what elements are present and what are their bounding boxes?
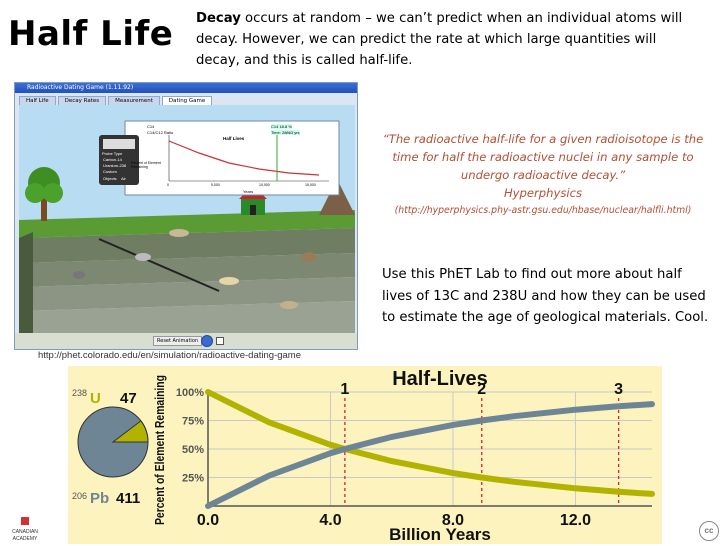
quote-attribution: Hyperphysics <box>503 186 583 200</box>
sim-graph-title: Half Lives <box>223 136 245 141</box>
series-line-0 <box>205 389 655 497</box>
sim-reset-button[interactable]: Reset Animation <box>153 336 203 346</box>
pie-slice-u <box>111 420 149 443</box>
pie-u-value: 47 <box>120 390 137 407</box>
half-life-marker-label: 1 <box>340 381 349 398</box>
pie-pb-mass: 206 <box>72 491 87 501</box>
y-tick-label: 25% <box>182 473 204 485</box>
sim-objects-label[interactable]: Objects <box>103 176 117 181</box>
sim-probe-panel-title: Probe Type <box>102 151 123 156</box>
x-tick-label: 12.0 <box>560 512 591 529</box>
logo-text-1: CANADIAN <box>12 529 38 535</box>
y-tick-label: 100% <box>176 387 204 399</box>
intro-text: occurs at random – we can’t predict when… <box>196 11 683 68</box>
quote-source: (http://hyperphysics.phy-astr.gsu.edu/hb… <box>394 205 692 216</box>
sim-window-title: Radioactive Dating Game (1.11.92) <box>15 83 357 93</box>
intro-keyword: Decay <box>196 11 241 26</box>
pie-pb-symbol: Pb <box>90 490 109 507</box>
sim-graph-xtick-1: 5,000 <box>211 183 220 187</box>
sim-pause-button[interactable] <box>201 335 213 347</box>
series-line-1 <box>205 401 655 509</box>
sim-graph-xlabel: Years <box>243 189 254 194</box>
canadian-academy-logo: CANADIAN ACADEMY <box>12 517 38 542</box>
pie-pb-value: 411 <box>116 490 140 507</box>
sim-graph-xtick-3: 15,000 <box>305 183 316 187</box>
half-life-marker-label: 3 <box>614 381 623 398</box>
sim-scene-art <box>19 105 355 335</box>
pie-u-symbol: U <box>90 390 101 407</box>
sim-control-bar: Reset Animation <box>15 333 357 349</box>
sim-legend-item-ratio: C14/C12 Ratio <box>147 130 174 135</box>
sim-readout-bottom: Time: 28863 yrs <box>271 130 300 135</box>
sim-scene: Probe Type Carbon-14 Uranium-238 Custom … <box>19 105 355 335</box>
sim-graph-ylabel: Percent of Element Remaining <box>131 161 161 169</box>
x-axis-label: Billion Years <box>389 525 491 544</box>
phet-lab-paragraph: Use this PhET Lab to find out more about… <box>382 267 709 326</box>
chart-title: Half-Lives <box>392 368 488 390</box>
quote-text: “The radioactive half-life for a given r… <box>382 132 704 182</box>
sim-legend-item-c14: C14 <box>147 124 155 129</box>
sim-graph-xtick-0: 0 <box>167 183 169 187</box>
intro-paragraph: Decay occurs at random – we can’t predic… <box>196 8 696 71</box>
sim-rocks-label[interactable]: Air <box>121 176 126 181</box>
phet-simulation-screenshot: Radioactive Dating Game (1.11.92) Half L… <box>14 82 358 350</box>
sim-url-caption: http://phet.colorado.edu/en/simulation/r… <box>38 350 301 361</box>
sim-probe-option-custom[interactable]: Custom <box>103 169 117 174</box>
x-tick-label: 0.0 <box>197 512 219 529</box>
x-tick-label: 8.0 <box>442 512 464 529</box>
y-axis-label: Percent of Element Remaining <box>152 375 167 525</box>
pie-u-mass: 238 <box>72 388 87 398</box>
sim-probe-option-c14[interactable]: Carbon-14 <box>103 157 122 162</box>
sim-graph-xtick-2: 10,000 <box>259 183 270 187</box>
half-lives-chart: 238 U 47 206 Pb 411 Half-Lives 25% 50% 75% 100% 0.… <box>68 366 662 544</box>
logo-text-2: ACADEMY <box>13 536 38 542</box>
sim-readout-top: C14 18.8 % <box>271 124 292 129</box>
y-tick-label: 75% <box>182 416 204 428</box>
half-life-marker-label: 2 <box>477 381 486 398</box>
creative-commons-icon: cc <box>699 521 719 541</box>
hyperphysics-quote: “The radioactive half-life for a given r… <box>368 130 718 218</box>
sim-probe-option-u238[interactable]: Uranium-238 <box>103 163 127 168</box>
half-lives-chart-svg: 238 U 47 206 Pb 411 Half-Lives 25% 50% 75% 100% 0.… <box>72 368 655 544</box>
slide-title: Half Life <box>8 14 174 54</box>
sim-step-button[interactable] <box>216 337 224 345</box>
x-tick-label: 4.0 <box>319 512 341 529</box>
y-tick-label: 50% <box>182 444 204 456</box>
